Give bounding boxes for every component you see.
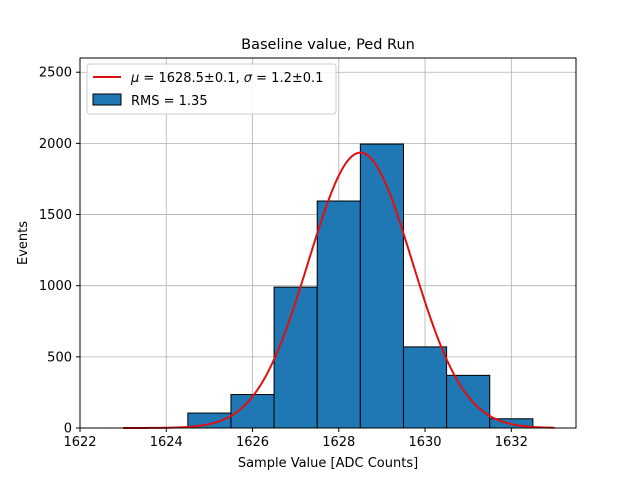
histogram-bar (316, 200, 361, 429)
legend-fit-label: μ = 1628.5±0.1, σ = 1.2±0.1 (130, 71, 323, 86)
y-tick-label: 2500 (39, 66, 72, 81)
y-tick-label: 1000 (39, 279, 72, 294)
gaussian-fit-curve (123, 151, 555, 429)
x-tick-label: 1622 (63, 435, 96, 450)
histogram-bar (359, 143, 404, 429)
legend-histogram-label: RMS = 1.35 (131, 94, 208, 109)
y-axis-ticks: 0 500 1000 1500 2000 2500 (39, 66, 80, 437)
y-tick-label: 500 (47, 350, 72, 365)
x-tick-label: 1628 (322, 435, 355, 450)
histogram-bar (402, 346, 448, 429)
plot-frame (79, 57, 577, 429)
legend-sigma-symbol: σ (244, 71, 253, 86)
chart-title: Baseline value, Ped Run (241, 37, 415, 53)
legend: μ = 1628.5±0.1, σ = 1.2±0.1 RMS = 1.35 (86, 63, 337, 115)
x-tick-label: 1624 (150, 435, 183, 450)
legend-histogram-swatch (92, 93, 122, 106)
legend-mu-text: = 1628.5±0.1, (139, 71, 243, 86)
x-tick-label: 1630 (408, 435, 441, 450)
y-tick-label: 2000 (39, 137, 72, 152)
legend-mu-symbol: μ (130, 71, 139, 86)
x-axis-label: Sample Value [ADC Counts] (238, 456, 418, 471)
x-axis-ticks: 1622 1624 1626 1628 1630 1632 (63, 428, 528, 450)
legend-sigma-text: = 1.2±0.1 (252, 71, 323, 86)
histogram-bar (446, 374, 491, 429)
histogram-bars (187, 143, 534, 429)
y-tick-label: 1500 (39, 208, 72, 223)
y-axis-label: Events (16, 221, 31, 265)
y-tick-label: 0 (64, 422, 72, 437)
histogram-bar (273, 286, 318, 429)
x-tick-label: 1632 (495, 435, 528, 450)
x-tick-label: 1626 (236, 435, 269, 450)
legend-box (86, 63, 337, 115)
